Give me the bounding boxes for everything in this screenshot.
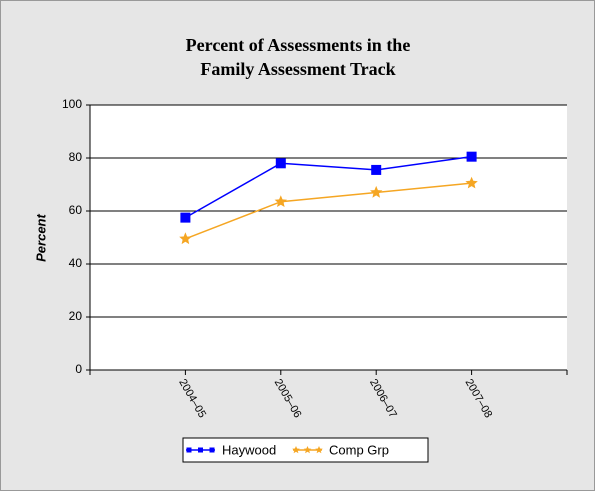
marker [315, 446, 323, 454]
y-tick-label: 60 [69, 203, 83, 217]
y-axis-label: Percent [33, 213, 48, 261]
marker [465, 176, 478, 189]
marker [275, 158, 286, 169]
marker [371, 164, 382, 175]
marker [180, 212, 191, 223]
marker [209, 447, 215, 453]
plot-area [90, 105, 567, 370]
marker [370, 185, 383, 198]
marker [179, 232, 192, 245]
legend-label: Comp Grp [329, 442, 389, 457]
y-tick-label: 20 [69, 309, 83, 323]
marker [292, 446, 300, 454]
y-tick-label: 100 [62, 97, 82, 111]
marker [303, 446, 312, 454]
legend-label: Haywood [222, 442, 276, 457]
marker [466, 151, 477, 162]
marker [186, 447, 192, 453]
series-line [185, 155, 472, 219]
series-line [185, 182, 472, 240]
y-tick-label: 80 [69, 150, 83, 164]
marker [198, 447, 203, 453]
marker [274, 195, 287, 207]
y-tick-label: 40 [69, 256, 83, 270]
y-tick-label: 0 [75, 362, 82, 376]
chart-title: Family Assessment Track [200, 59, 395, 79]
chart-title: Percent of Assessments in the [186, 35, 411, 55]
